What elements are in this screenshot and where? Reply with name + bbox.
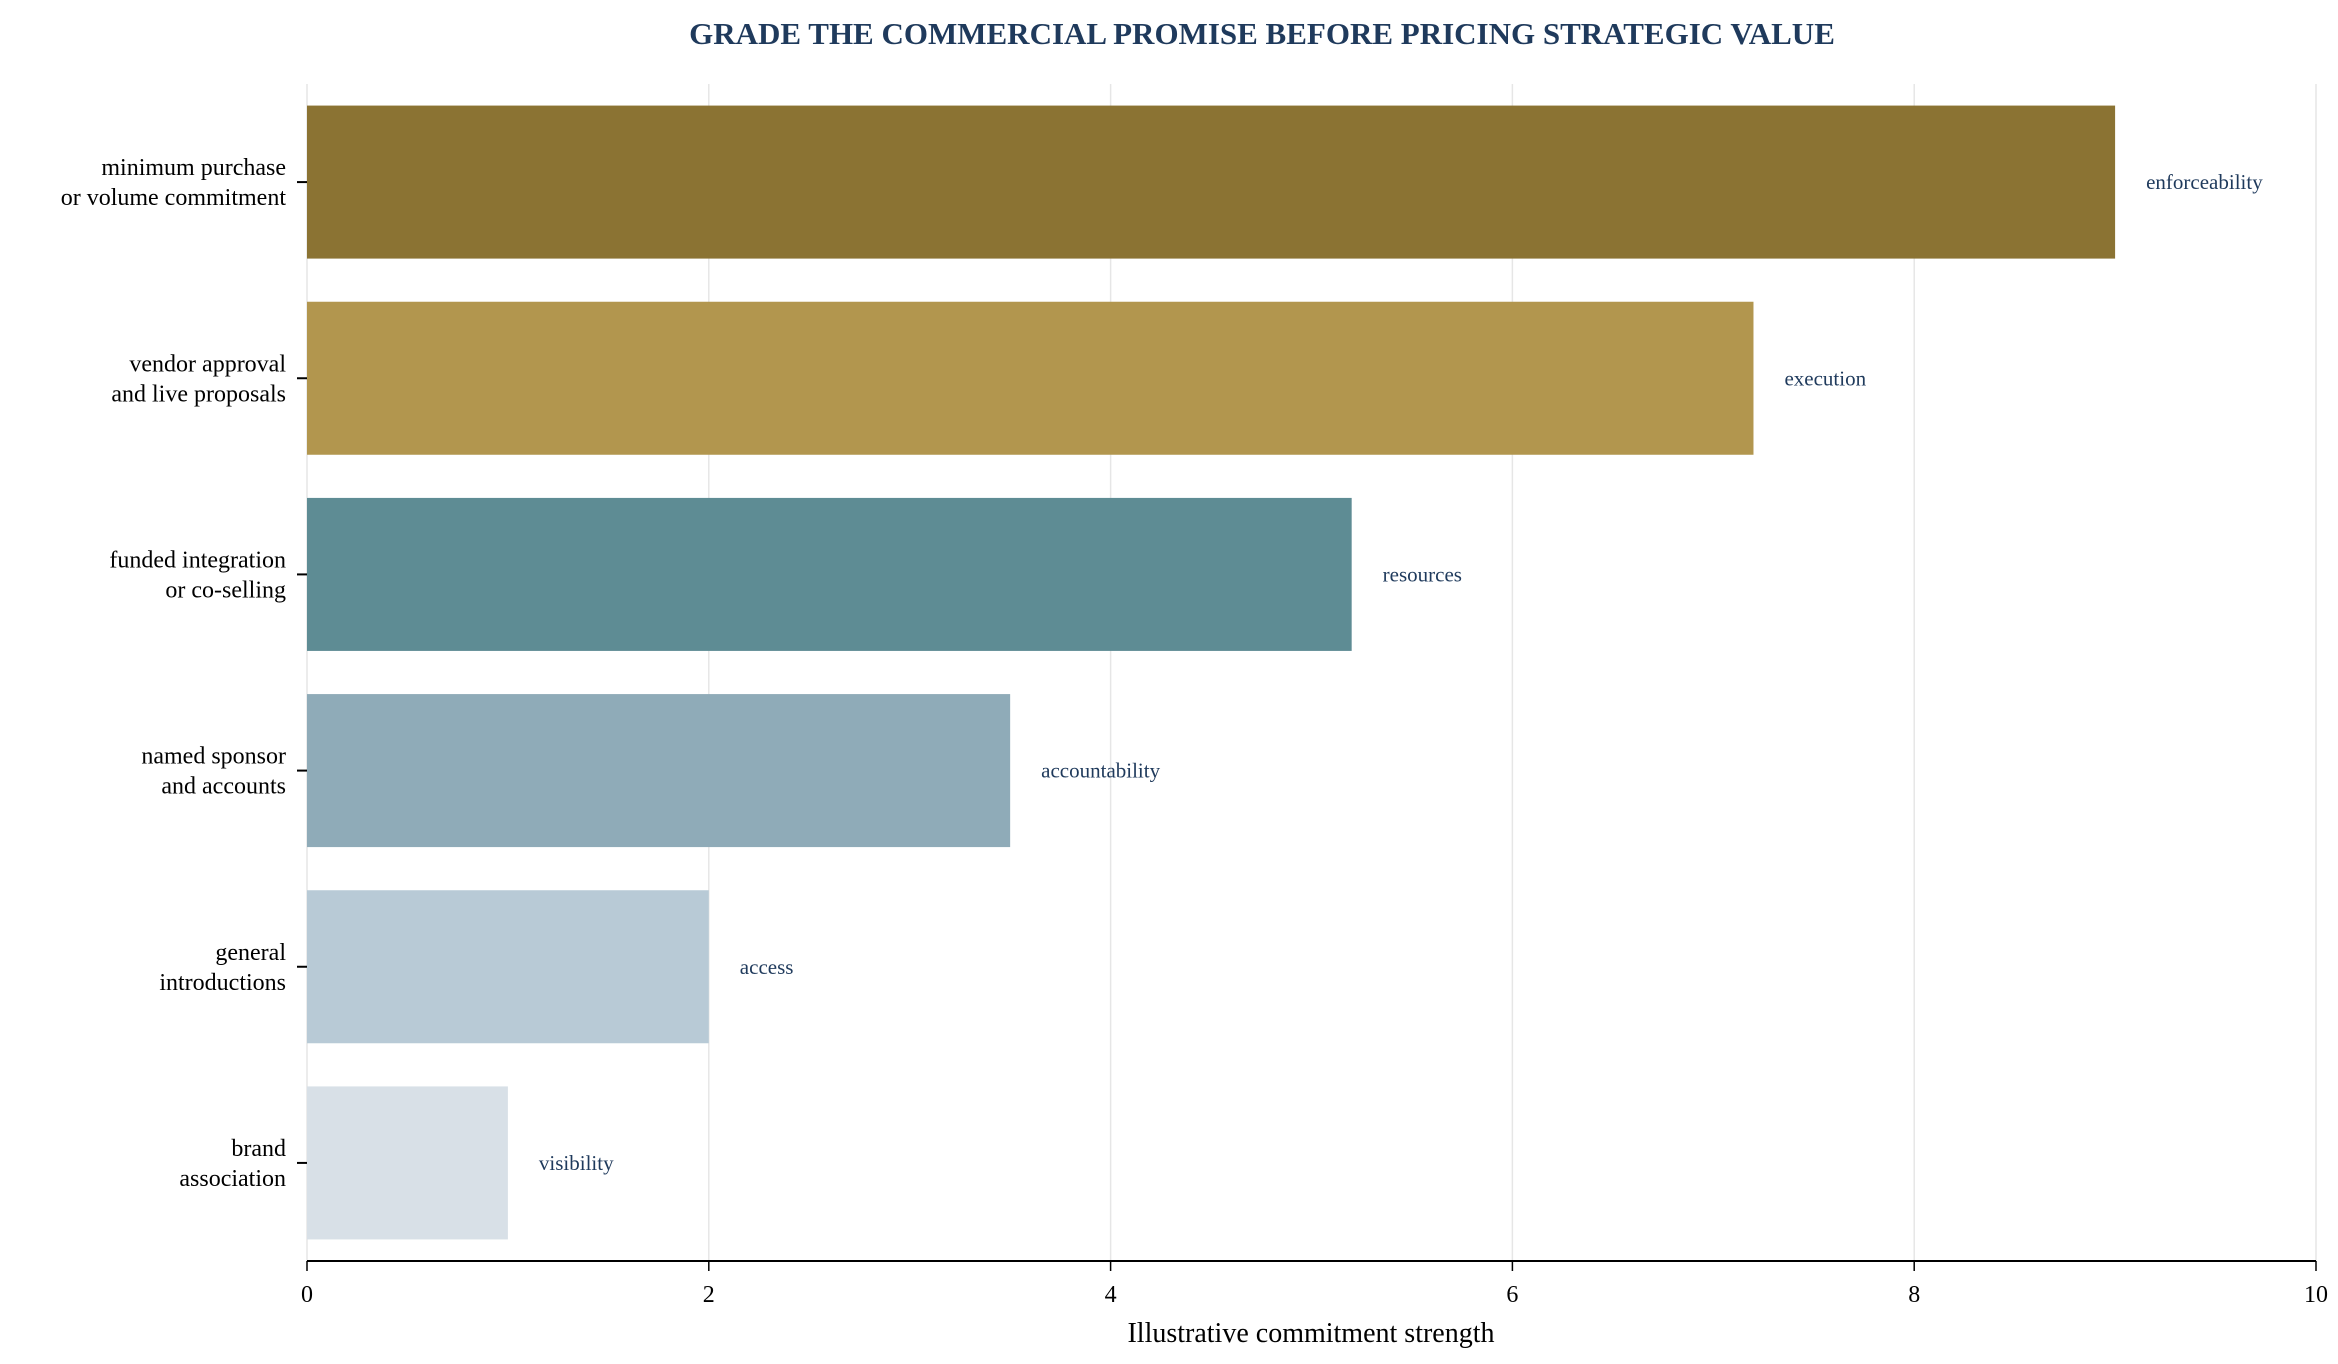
y-category-label: brand association: [179, 1136, 286, 1192]
y-category-label: funded integration or co-selling: [109, 547, 286, 603]
bar: [307, 301, 1754, 455]
x-tick-label: 4: [1105, 1282, 1117, 1308]
bar: [307, 1086, 508, 1240]
x-tick-label: 6: [1506, 1282, 1518, 1308]
y-axis-category-labels: minimum purchase or volume commitment vend…: [61, 155, 307, 1192]
chart-title: GRADE THE COMMERCIAL PROMISE BEFORE PRIC…: [689, 16, 1835, 51]
y-category-label: vendor approval and live proposals: [111, 351, 286, 407]
x-tick-label: 10: [2304, 1282, 2328, 1308]
x-axis-title: Illustrative commitment strength: [1127, 1318, 1494, 1349]
bar-annotation: access: [740, 955, 794, 979]
y-category-label: general introductions: [159, 940, 286, 996]
bar-annotations: enforceability execution resources accounta…: [539, 170, 2263, 1175]
bars: [307, 105, 2116, 1240]
bar: [307, 497, 1352, 651]
bar: [307, 694, 1011, 848]
bar-annotation: execution: [1784, 366, 1866, 390]
x-tick-label: 0: [301, 1282, 313, 1308]
bar: [307, 890, 709, 1044]
bar-annotation: accountability: [1041, 759, 1160, 783]
x-tick-label: 8: [1908, 1282, 1920, 1308]
x-tick-label: 2: [703, 1282, 715, 1308]
bar-annotation: visibility: [539, 1151, 614, 1175]
gridlines: [306, 84, 2317, 1261]
bar: [307, 105, 2116, 259]
bar-annotation: enforceability: [2146, 170, 2263, 194]
x-axis: 0 2 4 6 8 10: [301, 1260, 2328, 1308]
bar-annotation: resources: [1383, 562, 1462, 586]
y-category-label: minimum purchase or volume commitment: [61, 155, 287, 211]
y-category-label: named sponsor and accounts: [141, 744, 286, 800]
